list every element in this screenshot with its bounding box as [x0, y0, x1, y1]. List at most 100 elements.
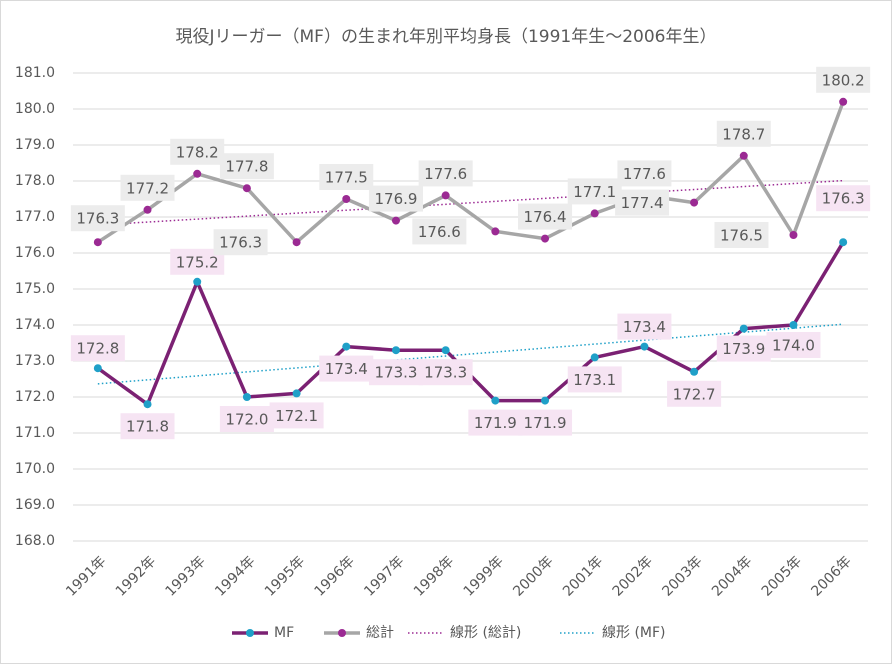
data-label: 171.9: [474, 414, 517, 432]
y-tick-label: 178.0: [15, 173, 55, 189]
data-label: 177.6: [424, 165, 467, 183]
data-label: 176.6: [418, 223, 461, 241]
data-label-bg: [170, 138, 225, 165]
legend-label: 線形 (総計): [450, 625, 521, 641]
data-label-bg: [219, 406, 274, 432]
data-label-bg: [319, 355, 374, 382]
point: [690, 198, 699, 207]
point: [491, 396, 500, 405]
data-label: 173.3: [424, 364, 467, 382]
y-tick-label: 179.0: [15, 137, 55, 153]
legend-marker: [338, 629, 346, 637]
data-label-bg: [70, 335, 125, 362]
data-label: 173.3: [374, 364, 417, 382]
data-label: 173.4: [325, 360, 368, 378]
data-label: 176.4: [524, 208, 567, 226]
point: [242, 393, 251, 401]
y-tick-label: 172.0: [15, 389, 55, 405]
data-label-bg: [213, 229, 268, 256]
point: [739, 151, 748, 160]
data-label: 177.1: [573, 183, 616, 201]
data-label-bg: [615, 189, 670, 216]
y-tick-label: 176.0: [15, 245, 55, 261]
point: [342, 342, 351, 351]
data-label: 176.9: [374, 190, 417, 208]
point: [391, 216, 400, 225]
chart-title: 現役Jリーガー（MF）の生まれ年別平均身長（1991年生～2006年生）: [176, 27, 717, 47]
data-label: 176.3: [219, 234, 262, 252]
data-label: 177.2: [126, 179, 169, 197]
point: [292, 238, 301, 247]
point: [93, 238, 102, 247]
legend-label: MF: [274, 625, 294, 641]
y-tick-label: 177.0: [15, 209, 55, 225]
point: [193, 169, 202, 178]
data-label-bg: [518, 409, 573, 436]
legend-label: 総計: [366, 625, 394, 641]
trendline: [97, 323, 844, 385]
data-label: 171.8: [126, 418, 169, 436]
data-label: 178.2: [176, 143, 219, 161]
data-label: 176.3: [822, 190, 865, 208]
y-tick-label: 174.0: [15, 317, 55, 333]
point: [193, 277, 202, 286]
y-tick-label: 170.0: [15, 461, 55, 477]
point: [789, 231, 798, 239]
legend-label: 線形 (MF): [602, 625, 666, 641]
data-label: 172.7: [673, 385, 716, 403]
point: [242, 184, 251, 193]
data-label: 173.1: [573, 371, 616, 389]
data-label-bg: [567, 366, 622, 393]
data-label-bg: [269, 402, 324, 429]
data-label-bg: [70, 205, 125, 232]
data-label-bg: [518, 203, 573, 230]
data-label: 180.2: [822, 71, 865, 89]
point: [541, 396, 550, 405]
data-label-bg: [816, 185, 871, 212]
data-label: 177.6: [623, 165, 666, 183]
data-label-bg: [716, 335, 771, 362]
data-label-bg: [468, 409, 523, 436]
point: [441, 346, 450, 355]
data-label-bg: [319, 164, 374, 190]
point: [541, 234, 550, 243]
y-tick-label: 180.0: [15, 101, 55, 117]
point: [342, 195, 351, 203]
point: [839, 238, 848, 247]
data-label-bg: [617, 313, 672, 340]
data-label-bg: [617, 160, 672, 187]
data-label: 174.0: [772, 337, 815, 355]
y-tick-label: 168.0: [15, 533, 55, 549]
data-label: 171.9: [524, 414, 567, 432]
y-tick-label: 175.0: [15, 281, 55, 297]
point: [93, 364, 102, 373]
legend-marker: [246, 629, 254, 637]
data-label-bg: [219, 153, 274, 180]
trendline: [97, 179, 844, 226]
data-label: 176.5: [720, 227, 763, 245]
y-tick-label: 181.0: [15, 65, 55, 81]
series-line: [96, 101, 845, 244]
point: [690, 367, 699, 376]
data-label: 177.5: [325, 169, 368, 187]
data-label: 173.9: [722, 340, 765, 358]
data-label-bg: [567, 178, 622, 205]
point: [839, 97, 848, 106]
point: [441, 191, 450, 200]
data-label-bg: [418, 359, 473, 386]
data-label: 175.2: [176, 253, 219, 271]
data-label-bg: [766, 332, 821, 358]
plot: 172.8 171.8 175.2 172.0 172.1 173.4 173.3 173.3…: [70, 66, 871, 440]
data-label-bg: [120, 413, 175, 440]
legend: MF 総計 線形 (総計) 線形 (MF): [232, 625, 666, 641]
data-label-bg: [368, 359, 423, 386]
point: [590, 353, 599, 362]
data-label-bg: [368, 185, 423, 212]
point: [143, 205, 152, 214]
point: [739, 324, 748, 333]
data-label-bg: [667, 380, 722, 407]
point: [640, 342, 649, 351]
data-label: 172.0: [225, 411, 268, 429]
data-label-bg: [120, 174, 175, 201]
